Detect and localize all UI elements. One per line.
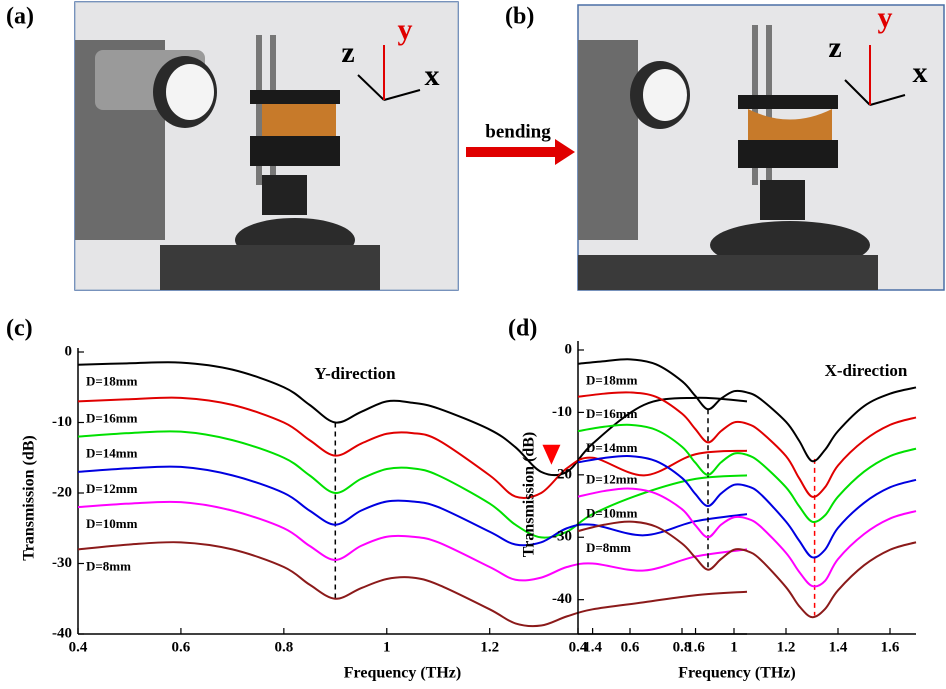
series-line [77,541,748,628]
photo-a: y x z [74,1,459,291]
x-tick-label: 0.6 [621,639,640,655]
x-tick-label: 0.4 [69,639,88,655]
axis-x: x [425,59,440,92]
series-label: D=16mm [586,406,638,421]
marker [542,444,561,465]
y-tick-label: 0 [65,343,73,359]
y-tick-label: -20 [52,484,72,500]
arrow-label: bending [485,121,551,142]
series-line [77,361,748,477]
panel-label: (a) [6,4,34,30]
series-label: D=8mm [586,540,631,555]
axis-z: z [828,31,841,64]
axis-y: y [878,1,893,34]
y-tick-label: -30 [552,529,572,545]
series-label: D=16mm [86,410,138,425]
series-label: D=14mm [86,446,138,461]
x-tick-label: 1.6 [686,639,705,655]
photo-b: y x z [577,1,945,291]
y-tick-label: 0 [565,341,573,357]
x-tick-label: 0.8 [673,639,692,655]
y-axis-label: Transmission (dB) [21,435,38,561]
axis-y: y [398,13,413,46]
series-line [77,396,748,499]
x-tick-label: 1 [730,639,738,655]
series-label: D=8mm [86,558,131,573]
x-tick-label: 0.4 [569,639,588,655]
series-line [577,391,917,498]
panel-label: (b) [505,4,534,30]
series-line [77,430,748,539]
x-tick-label: 0.6 [172,639,191,655]
axis-x: x [913,56,928,89]
x-tick-label: 1.2 [480,639,499,655]
panel-label: (c) [6,316,33,342]
series-line [77,465,748,547]
y-tick-label: -40 [52,625,72,641]
series-line [577,358,917,463]
series-line [577,454,917,559]
x-tick-label: 1.4 [583,639,602,655]
series-line [77,500,748,582]
x-tick-label: 1 [383,639,391,655]
series-label: D=10mm [86,516,138,531]
series-line [577,520,917,619]
y-tick-label: -20 [552,466,572,482]
series-label: D=14mm [586,440,638,455]
x-tick-label: 1.6 [881,639,900,655]
series-label: D=12mm [586,471,638,486]
x-tick-label: 0.8 [274,639,293,655]
annotation: Y-direction [314,364,396,383]
x-axis-label: Frequency (THz) [344,665,461,682]
x-axis-label: Frequency (THz) [678,665,795,682]
axis-z: z [341,36,354,69]
series-label: D=10mm [586,506,638,521]
arrow [466,139,575,165]
y-tick-label: -10 [552,404,572,420]
y-axis-label: Transmission (dB) [521,432,538,558]
y-tick-label: -10 [52,414,72,430]
series-label: D=12mm [86,481,138,496]
y-tick-label: -40 [552,591,572,607]
series-label: D=18mm [86,374,138,389]
annotation: X-direction [825,361,908,380]
panel-label: (d) [508,316,537,342]
y-tick-label: -30 [52,555,72,571]
series-line [577,423,917,523]
series-label: D=18mm [586,373,638,388]
x-tick-label: 1.4 [829,639,848,655]
x-tick-label: 1.2 [777,639,796,655]
series-line [577,487,917,588]
